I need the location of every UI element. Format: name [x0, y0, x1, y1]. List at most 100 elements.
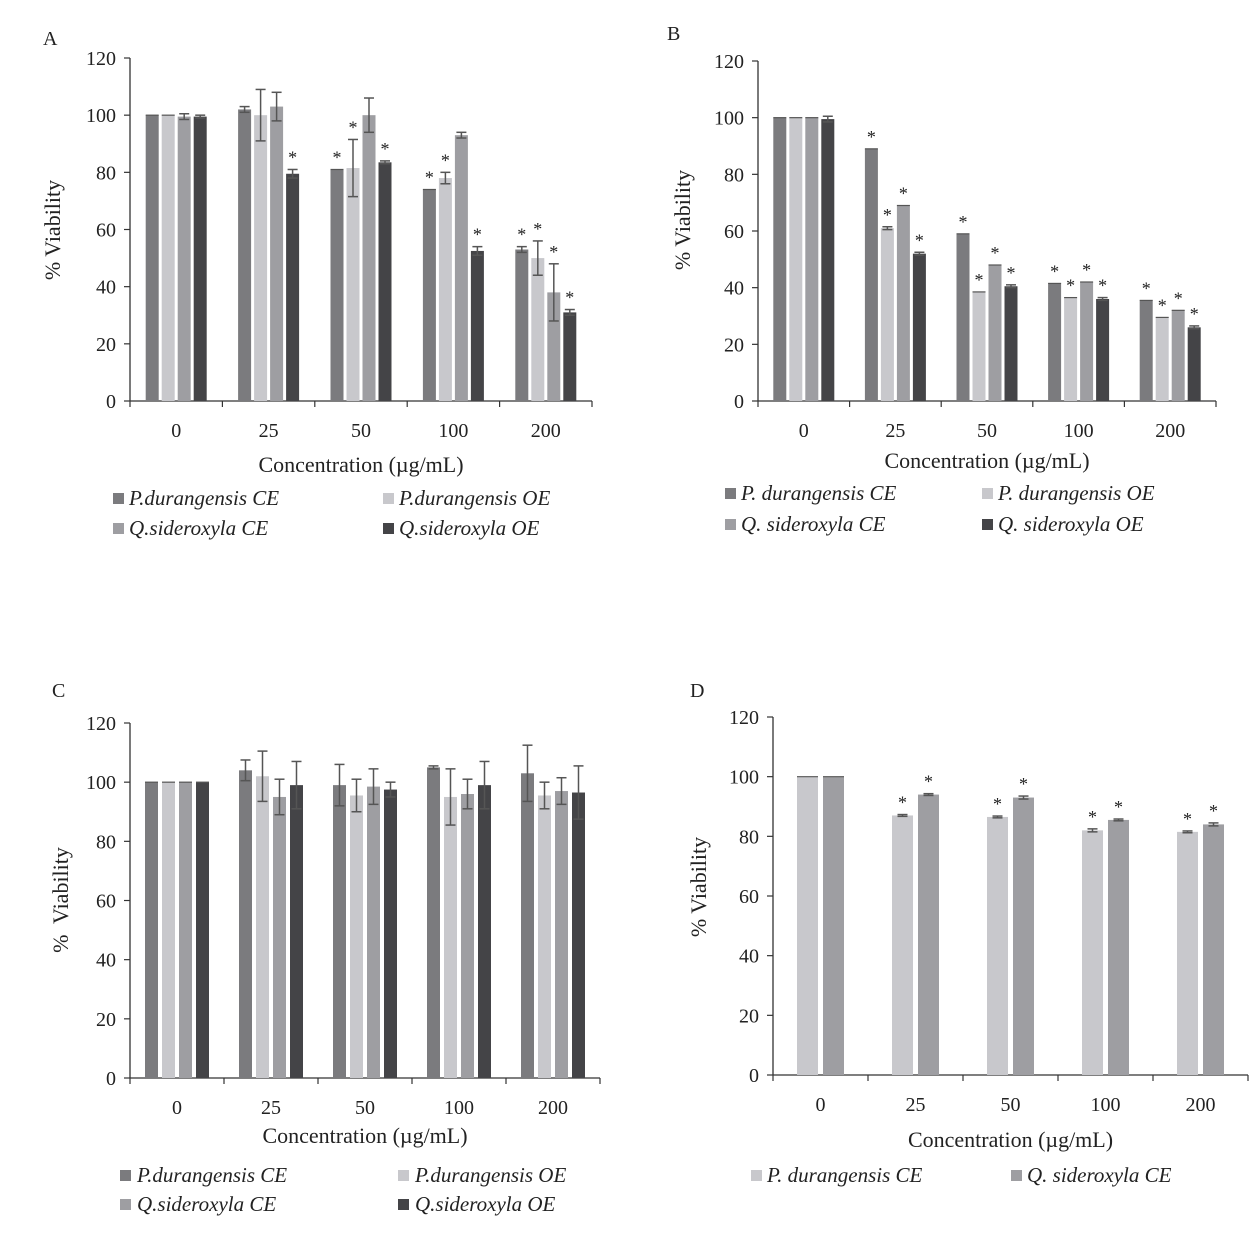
y-tick-label: 40 — [724, 278, 744, 300]
significance-star: * — [1114, 797, 1123, 817]
x-tick-label: 100 — [444, 1097, 474, 1119]
bar — [515, 249, 529, 401]
x-tick-label: 200 — [1155, 420, 1185, 442]
chart-panel-A: A 0 20 40 60 80 100 120 0 25 50 100 200 Concentration… — [40, 28, 593, 540]
bar — [547, 292, 561, 401]
bar — [286, 173, 300, 401]
y-axis-title: % Viability — [670, 170, 695, 270]
panel-label: B — [667, 23, 680, 45]
y-axis-title: % Viability — [48, 847, 73, 953]
y-tick-label: 60 — [96, 891, 116, 913]
bar — [384, 789, 397, 1078]
x-tick-label: 0 — [799, 420, 809, 442]
bar — [256, 776, 269, 1078]
y-tick-label: 0 — [106, 391, 116, 413]
legend-swatch — [398, 1170, 409, 1181]
y-tick-label: 120 — [714, 51, 744, 73]
legend-swatch — [982, 488, 993, 499]
legend-label: P.durangensis CE — [128, 486, 279, 510]
significance-star: * — [1050, 261, 1059, 281]
chart-panel-D: D 0 20 40 60 80 100 120 0 25 50 100 200 Concentration… — [686, 680, 1249, 1187]
bar — [972, 291, 986, 401]
bar — [1155, 317, 1169, 401]
significance-star: * — [1007, 263, 1016, 283]
bar — [290, 785, 303, 1078]
bar — [162, 782, 175, 1078]
bar — [1004, 286, 1018, 401]
bar — [1203, 824, 1224, 1075]
legend-label: P.durangensis OE — [398, 486, 550, 510]
bar — [196, 782, 209, 1078]
y-tick-label: 60 — [96, 220, 116, 242]
y-tick-label: 100 — [729, 767, 759, 789]
bar — [1048, 283, 1062, 401]
significance-star: * — [441, 150, 450, 170]
legend-swatch — [725, 488, 736, 499]
bar — [350, 795, 363, 1078]
y-tick-label: 20 — [96, 1009, 116, 1031]
legend-label: Q. sideroxyla CE — [741, 512, 886, 536]
bar — [880, 228, 894, 401]
significance-star: * — [993, 794, 1002, 814]
legend-swatch — [120, 1199, 131, 1210]
legend-swatch — [982, 519, 993, 530]
significance-star: * — [1190, 304, 1199, 324]
bar — [438, 178, 452, 401]
y-tick-label: 20 — [724, 334, 744, 356]
x-tick-label: 100 — [438, 420, 468, 442]
significance-star: * — [915, 230, 924, 250]
x-tick-label: 100 — [1064, 420, 1094, 442]
panel-label: D — [690, 680, 704, 702]
significance-star: * — [924, 772, 933, 792]
legend-swatch — [383, 523, 394, 534]
bar — [521, 773, 534, 1078]
significance-star: * — [333, 147, 342, 167]
significance-star: * — [1209, 801, 1218, 821]
significance-star: * — [425, 167, 434, 187]
significance-star: * — [959, 212, 968, 232]
bar — [378, 162, 392, 401]
x-tick-label: 25 — [259, 420, 279, 442]
legend-label: Q.sideroxyla OE — [399, 516, 540, 540]
significance-star: * — [1174, 288, 1183, 308]
significance-star: * — [1098, 276, 1107, 296]
y-tick-label: 60 — [724, 221, 744, 243]
y-tick-label: 120 — [86, 713, 116, 735]
bar — [333, 785, 346, 1078]
bar — [896, 205, 910, 401]
y-tick-label: 40 — [739, 946, 759, 968]
x-tick-label: 50 — [351, 420, 371, 442]
significance-star: * — [899, 184, 908, 204]
x-tick-label: 100 — [1091, 1094, 1121, 1116]
bar — [773, 117, 787, 402]
significance-star: * — [349, 117, 358, 137]
bar — [270, 106, 284, 401]
bar — [427, 767, 440, 1078]
legend-label: Q. sideroxyla CE — [1027, 1163, 1172, 1187]
significance-star: * — [1158, 295, 1167, 315]
bar — [330, 169, 344, 401]
bar — [444, 796, 457, 1078]
x-axis-title: Concentration (µg/mL) — [262, 1123, 467, 1148]
significance-star: * — [883, 205, 892, 225]
bar — [563, 312, 577, 401]
legend-label: P. durangensis CE — [740, 481, 897, 505]
y-tick-label: 40 — [96, 277, 116, 299]
bar — [956, 233, 970, 401]
x-tick-label: 200 — [1186, 1094, 1216, 1116]
bar — [1013, 797, 1034, 1075]
panel-label: C — [52, 680, 65, 702]
y-tick-label: 60 — [739, 886, 759, 908]
bar — [367, 786, 380, 1078]
bar — [1171, 310, 1185, 401]
bar — [1177, 831, 1198, 1075]
significance-star: * — [549, 242, 558, 262]
x-axis-title: Concentration (µg/mL) — [908, 1127, 1113, 1152]
bar — [1139, 300, 1153, 401]
x-tick-label: 200 — [538, 1097, 568, 1119]
significance-star: * — [381, 139, 390, 159]
legend-swatch — [113, 493, 124, 504]
bar — [789, 117, 803, 402]
x-tick-label: 0 — [816, 1094, 826, 1116]
